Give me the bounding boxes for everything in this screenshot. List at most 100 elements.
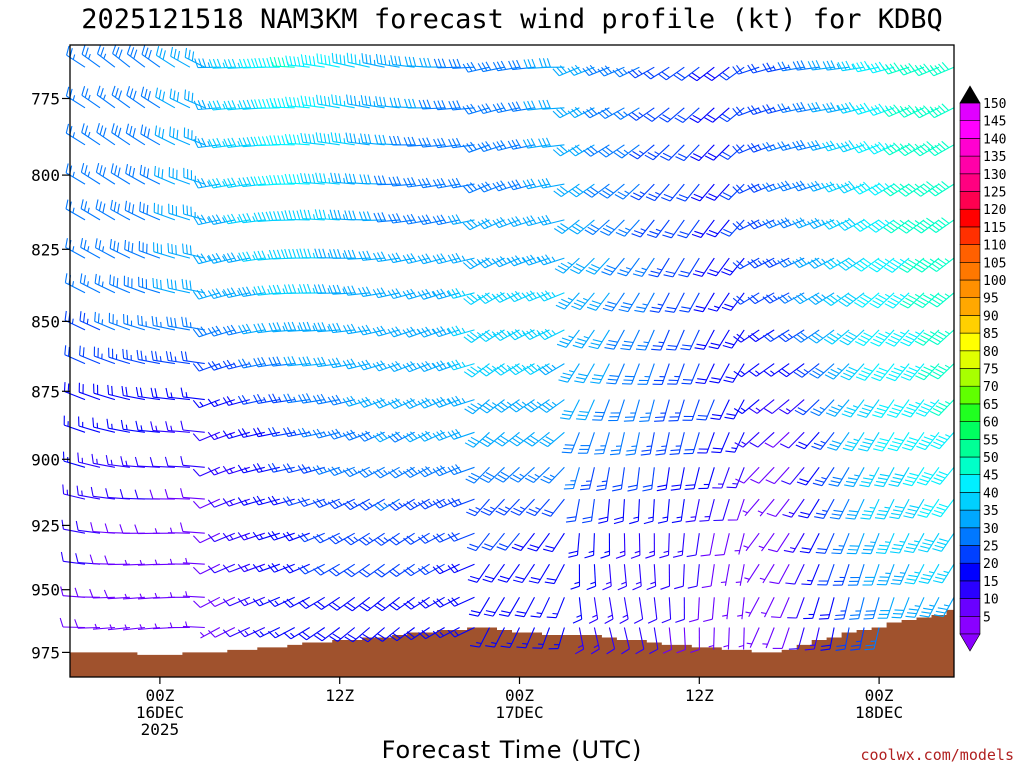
- barb-flag: [885, 64, 893, 74]
- wind-barb: [721, 292, 745, 311]
- wind-barb: [766, 498, 790, 518]
- barb-flag: [117, 203, 120, 214]
- barb-shaft: [696, 66, 715, 82]
- wind-barb: [808, 329, 835, 344]
- wind-barb: [710, 399, 730, 420]
- barb-shaft: [869, 498, 880, 520]
- barb-flag: [530, 577, 541, 581]
- wind-barb: [882, 62, 910, 75]
- barb-flag: [864, 648, 875, 651]
- barb-flag: [542, 58, 547, 68]
- barb-flag: [380, 287, 387, 297]
- wind-barb: [77, 452, 101, 468]
- barb-flag: [878, 367, 888, 372]
- barb-flag: [878, 141, 886, 150]
- barb-half-flag: [72, 54, 76, 60]
- wind-barb: [372, 397, 400, 409]
- wind-barb: [432, 465, 460, 477]
- barb-flag: [859, 220, 868, 228]
- barb-flag: [216, 58, 222, 68]
- barb-flag: [598, 516, 608, 520]
- barb-half-flag: [853, 438, 859, 442]
- wind-barb: [269, 175, 295, 185]
- barb-flag: [679, 231, 689, 236]
- barb-flag: [273, 135, 278, 145]
- barb-flag: [380, 251, 387, 261]
- barb-flag: [708, 193, 718, 199]
- barb-flag: [388, 135, 394, 146]
- wind-barb: [563, 467, 580, 490]
- barb-flag: [920, 335, 930, 341]
- barb-flag: [915, 412, 925, 417]
- barb-flag: [292, 174, 297, 184]
- barb-shaft: [854, 498, 865, 520]
- wind-barb: [268, 356, 295, 367]
- barb-flag: [333, 249, 338, 259]
- barb-flag: [83, 239, 87, 250]
- barb-half-flag: [914, 293, 920, 298]
- wind-barb: [448, 58, 475, 69]
- barb-flag: [307, 173, 312, 184]
- barb-flag: [859, 183, 867, 191]
- wind-barb: [193, 177, 220, 189]
- barb-flag: [792, 141, 799, 151]
- barb-flag: [579, 410, 589, 413]
- barb-flag: [296, 210, 301, 220]
- barb-flag: [496, 403, 506, 411]
- barb-flag: [439, 429, 447, 438]
- barb-flag: [308, 55, 312, 66]
- colorbar-label: 20: [983, 557, 999, 572]
- barb-half-flag: [252, 289, 256, 295]
- wind-barb: [373, 251, 400, 263]
- barb-flag: [567, 67, 575, 76]
- barb-flag: [930, 444, 940, 450]
- wind-barb: [674, 107, 700, 123]
- barb-half-flag: [237, 180, 241, 186]
- wind-barb: [690, 144, 715, 162]
- barb-flag: [140, 124, 144, 135]
- barb-flag: [781, 103, 788, 112]
- barb-half-flag: [914, 143, 920, 149]
- barb-flag: [361, 432, 369, 440]
- barb-flag: [154, 125, 158, 136]
- barb-flag: [343, 502, 351, 511]
- barb-half-flag: [522, 642, 528, 645]
- wind-barb: [928, 292, 955, 308]
- barb-half-flag: [222, 217, 226, 223]
- barb-flag: [629, 520, 639, 525]
- wind-barb: [748, 363, 775, 377]
- barb-flag: [208, 179, 214, 189]
- barb-flag: [906, 406, 916, 412]
- barb-half-flag: [308, 430, 312, 436]
- wind-barb: [793, 363, 820, 378]
- barb-flag: [680, 270, 690, 274]
- wind-barb: [915, 399, 940, 417]
- barb-flag: [316, 600, 326, 608]
- wind-barb: [832, 564, 850, 586]
- barb-shaft: [770, 329, 790, 342]
- barb-flag: [335, 357, 342, 367]
- barb-flag: [889, 105, 897, 114]
- barb-flag: [266, 98, 271, 109]
- wind-barb: [111, 123, 131, 146]
- barb-flag: [784, 217, 792, 226]
- barb-flag: [580, 484, 591, 487]
- wind-barb: [706, 219, 730, 238]
- barb-flag: [826, 260, 834, 268]
- barb-flag: [661, 196, 671, 202]
- barb-flag: [886, 264, 896, 271]
- barb-flag: [65, 238, 68, 248]
- y-tick-label: 950: [31, 581, 60, 600]
- barb-flag: [829, 258, 838, 266]
- barb-flag: [395, 288, 402, 297]
- barb-shaft: [590, 144, 610, 157]
- wind-barb: [110, 163, 131, 185]
- barb-half-flag: [327, 325, 331, 331]
- barb-flag: [436, 398, 444, 407]
- wind-barb: [637, 363, 655, 385]
- barb-shaft: [910, 431, 925, 451]
- barb-flag: [451, 532, 459, 541]
- barb-flag: [410, 361, 418, 370]
- wind-barb: [313, 596, 341, 610]
- barb-half-flag: [259, 565, 264, 571]
